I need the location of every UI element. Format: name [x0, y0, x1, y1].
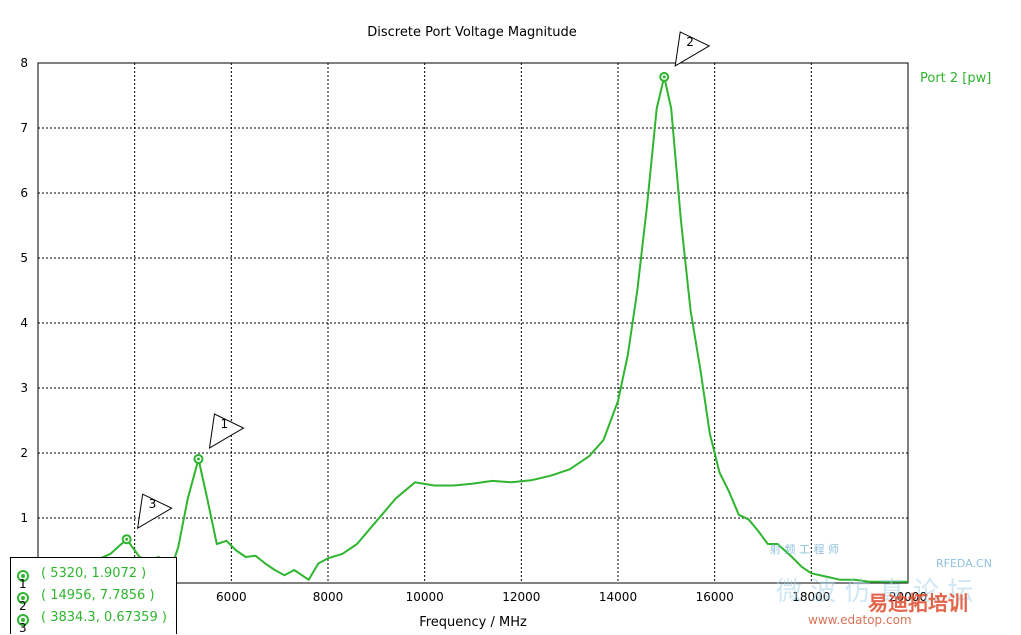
marker-flag-label: 3: [149, 497, 157, 511]
plot-frame: [37, 62, 909, 584]
legend-series-label: Port 2 [pw]: [920, 71, 991, 86]
y-tick-label: 3: [20, 381, 28, 395]
marker-flag: [674, 31, 711, 67]
watermark: 射 频 工 程 师 RFEDA.CN 微 波 仿 真 论 坛 易迪拓培训 www…: [770, 542, 992, 627]
y-tick-label: 6: [20, 186, 28, 200]
x-tick-label: 12000: [502, 590, 540, 604]
y-tick-label: 8: [20, 56, 28, 70]
marker-point-center: [196, 457, 200, 461]
y-tick-label: 4: [20, 316, 28, 330]
watermark-cn: 微 波 仿 真 论 坛: [776, 577, 973, 607]
watermark-rfeda: RFEDA.CN: [936, 557, 992, 570]
y-tick-label: 7: [20, 121, 28, 135]
x-tick-label: 14000: [599, 590, 637, 604]
grid: [38, 63, 908, 583]
chart-title: Discrete Port Voltage Magnitude: [367, 25, 577, 40]
y-tick-label: 5: [20, 251, 28, 265]
y-tick-label: 1: [20, 511, 28, 525]
x-tick-label: 18000: [792, 590, 830, 604]
x-tick-label: 20000: [889, 590, 927, 604]
x-tick-label: 10000: [406, 590, 444, 604]
marker-flag: [137, 493, 173, 530]
marker-points: 1 2 3: [121, 31, 711, 545]
marker-legend-id: 2: [19, 599, 27, 613]
watermark-edatop-cn: 易迪拓培训: [868, 591, 968, 615]
watermark-url: www.edatop.com: [808, 613, 912, 627]
watermark-small-text: 射 频 工 程 师: [770, 542, 839, 556]
x-axis-label: Frequency / MHz: [419, 615, 527, 630]
y-axis-ticks: 1 2 3 4 5 6 7 8: [20, 56, 28, 525]
marker-icon: [17, 614, 29, 626]
x-tick-label: 8000: [313, 590, 344, 604]
marker-point-center: [662, 75, 666, 79]
marker-legend-row-2: 2 ( 14956, 7.7856 ): [11, 588, 176, 613]
marker-legend-id: 1: [19, 577, 27, 591]
marker-legend-row-3: 3 ( 3834.3, 0.67359 ): [11, 610, 176, 635]
series-line-port2: [95, 75, 908, 583]
x-tick-label: 6000: [216, 590, 247, 604]
marker-legend-row-1: 1 ( 5320, 1.9072 ): [11, 566, 176, 591]
marker-icon: [17, 592, 29, 604]
marker-legend-value: ( 5320, 1.9072 ): [41, 566, 147, 581]
y-tick-label: 2: [20, 446, 28, 460]
marker-legend-value: ( 14956, 7.7856 ): [41, 588, 155, 603]
marker-legend-value: ( 3834.3, 0.67359 ): [41, 610, 167, 625]
marker-flag-label: 2: [686, 35, 694, 49]
marker-legend: 1 ( 5320, 1.9072 ) 2 ( 14956, 7.7856 ) 3…: [10, 557, 177, 635]
marker-flag-label: 1: [220, 417, 228, 431]
marker-icon: [17, 570, 29, 582]
marker-legend-id: 3: [19, 621, 27, 635]
x-tick-label: 16000: [696, 590, 734, 604]
marker-flag: [208, 413, 245, 449]
marker-point-center: [125, 537, 129, 541]
